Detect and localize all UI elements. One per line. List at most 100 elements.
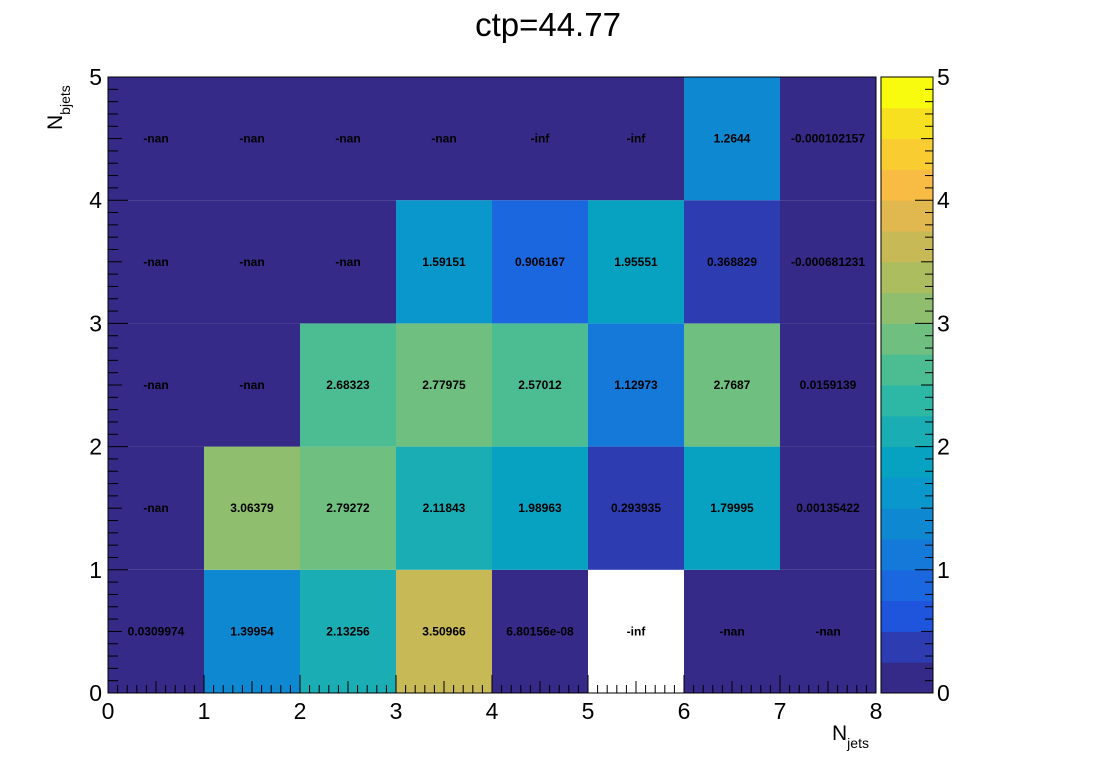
x-tick-label-1: 1	[198, 698, 211, 724]
heatmap-cell-2-4	[300, 77, 396, 201]
cell-label-3-4: -nan	[431, 132, 456, 146]
palette-band-9	[881, 385, 933, 417]
cell-label-3-1: 2.11843	[423, 501, 466, 515]
palette-band-4	[881, 539, 933, 571]
x-tick-label-3: 3	[390, 698, 403, 724]
heatmap-cell-5-1	[588, 446, 684, 570]
cell-label-0-2: -nan	[143, 378, 168, 392]
heatmap-cell-3-1	[396, 446, 492, 570]
cell-label-6-4: 1.2644	[714, 132, 751, 146]
x-tick-label-7: 7	[774, 698, 787, 724]
cell-label-2-0: 2.13256	[326, 624, 370, 638]
cell-label-7-2: 0.0159139	[800, 378, 857, 392]
heatmap-cells	[108, 77, 876, 693]
cell-label-0-3: -nan	[143, 255, 168, 269]
heatmap-cell-2-3	[300, 200, 396, 324]
color-palette	[880, 76, 934, 694]
cell-label-4-2: 2.57012	[518, 378, 562, 392]
x-axis-label-sub: jets	[846, 735, 869, 751]
heatmap-cell-5-3	[588, 200, 684, 324]
cell-label-7-0: -nan	[815, 624, 840, 638]
x-axis-label: Njets	[832, 722, 869, 751]
palette-band-3	[881, 569, 933, 602]
x-tick-label-4: 4	[486, 698, 499, 724]
y-tick-label-1: 1	[89, 557, 102, 583]
z-tick-label-1: 1	[937, 557, 950, 583]
heatmap-cell-0-4	[108, 77, 204, 201]
y-tick-label-2: 2	[89, 434, 102, 460]
heatmap-cell-2-1	[300, 446, 396, 570]
z-tick-label-4: 4	[937, 187, 950, 213]
z-tick-label-2: 2	[937, 434, 950, 460]
cell-label-1-0: 1.39954	[230, 624, 274, 638]
x-tick-label-2: 2	[294, 698, 307, 724]
heatmap-cell-2-0	[300, 569, 396, 693]
x-axis-label-main: N	[832, 722, 847, 745]
cell-label-5-0: -inf	[627, 624, 647, 638]
cell-label-2-2: 2.68323	[326, 378, 370, 392]
y-axis-label-main: N	[44, 115, 67, 130]
cell-label-6-2: 2.7687	[714, 378, 751, 392]
heatmap-cell-2-2	[300, 323, 396, 447]
palette-band-16	[881, 169, 933, 201]
heatmap-cell-4-3	[492, 200, 588, 324]
heatmap-cell-6-1	[684, 446, 780, 570]
x-tick-label-0: 0	[102, 698, 115, 724]
cell-label-5-2: 1.12973	[614, 378, 658, 392]
heatmap-cell-3-4	[396, 77, 492, 201]
heatmap-cell-0-2	[108, 323, 204, 447]
cell-label-5-1: 0.293935	[611, 501, 661, 515]
heatmap-cell-6-4	[684, 77, 780, 201]
palette-band-17	[881, 138, 933, 170]
heatmap-cell-5-2	[588, 323, 684, 447]
heatmap-cell-1-3	[204, 200, 300, 324]
cell-label-7-3: -0.000681231	[791, 255, 865, 269]
chart-title: ctp=44.77	[475, 6, 621, 43]
heatmap-cell-6-2	[684, 323, 780, 447]
cell-label-6-3: 0.368829	[707, 255, 757, 269]
cell-label-4-4: -inf	[531, 132, 551, 146]
x-axis: 0 1 2 3 4 5 6 7 8	[102, 675, 882, 724]
palette-band-11	[881, 323, 933, 355]
color-axis: 0 1 2 3 4 5	[915, 64, 950, 706]
cell-label-4-0: 6.80156e-08	[506, 624, 574, 638]
palette-band-10	[881, 354, 933, 386]
cell-label-4-1: 1.98963	[518, 501, 562, 515]
cell-label-2-4: -nan	[335, 132, 360, 146]
heatmap-cell-0-1	[108, 446, 204, 570]
palette-band-19	[881, 77, 933, 109]
y-axis-label-sub: bjets	[57, 85, 73, 115]
y-axis-label: Nbjets	[44, 85, 73, 130]
heatmap-cell-3-2	[396, 323, 492, 447]
palette-band-0	[881, 662, 933, 694]
z-tick-label-5: 5	[937, 64, 950, 90]
cell-label-5-4: -inf	[627, 132, 647, 146]
cell-label-3-3: 1.59151	[422, 255, 466, 269]
heatmap-cell-4-2	[492, 323, 588, 447]
heatmap-cell-3-0	[396, 569, 492, 693]
cell-label-3-2: 2.77975	[422, 378, 466, 392]
palette-band-13	[881, 261, 933, 294]
x-tick-label-6: 6	[678, 698, 691, 724]
cell-label-6-1: 1.79995	[710, 501, 754, 515]
heatmap-cell-1-0	[204, 569, 300, 693]
y-tick-label-0: 0	[89, 680, 102, 706]
heatmap-cell-7-4	[780, 77, 876, 201]
heatmap-cell-1-2	[204, 323, 300, 447]
palette-band-2	[881, 600, 933, 632]
z-tick-label-0: 0	[937, 680, 950, 706]
heatmap-cell-1-4	[204, 77, 300, 201]
y-tick-label-5: 5	[89, 64, 102, 90]
heatmap-cell-4-4	[492, 77, 588, 201]
cell-label-1-3: -nan	[239, 255, 264, 269]
palette-band-6	[881, 477, 933, 509]
palette-band-1	[881, 631, 933, 663]
cell-label-0-1: -nan	[143, 501, 168, 515]
y-tick-label-4: 4	[89, 187, 102, 213]
heatmap-cell-6-0	[684, 569, 780, 693]
z-tick-label-3: 3	[937, 310, 950, 336]
heatmap-cell-5-0	[588, 569, 684, 693]
heatmap-cell-7-1	[780, 446, 876, 570]
heatmap-cell-4-0	[492, 569, 588, 693]
